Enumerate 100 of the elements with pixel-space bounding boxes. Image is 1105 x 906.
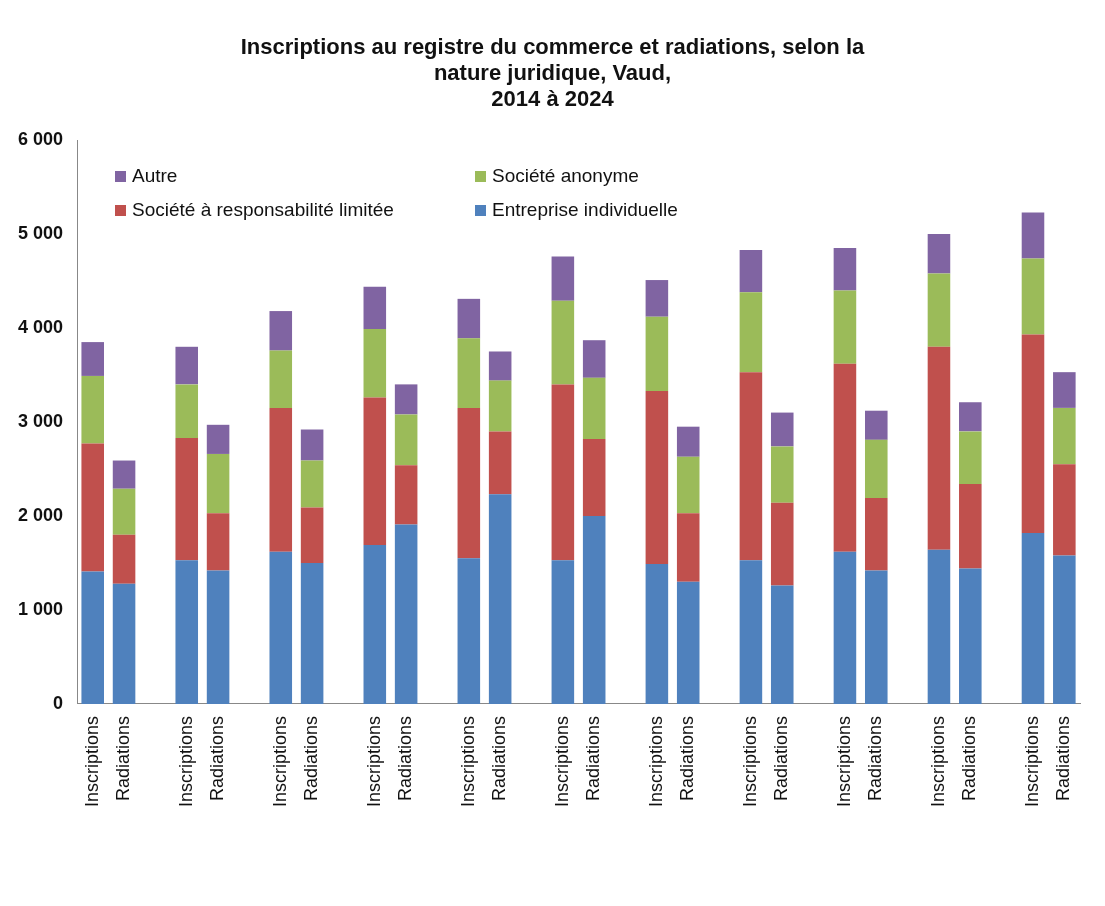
x-tick-label: Inscriptions <box>833 715 854 808</box>
x-tick-label: Inscriptions <box>363 715 384 808</box>
bar <box>1021 532 1045 704</box>
x-tick-label: Radiations <box>865 715 886 802</box>
bar <box>676 426 700 457</box>
bar <box>927 273 951 347</box>
x-tick-label: Radiations <box>771 715 792 802</box>
bar <box>645 316 669 391</box>
bar <box>457 558 481 704</box>
bar <box>551 256 575 301</box>
bar <box>206 570 230 704</box>
bar <box>959 402 982 432</box>
x-tick-label: Radiations <box>301 715 322 802</box>
bar <box>676 581 700 704</box>
legend-label: Autre <box>131 165 179 187</box>
bar <box>488 380 512 432</box>
bar <box>645 563 669 704</box>
bar <box>175 346 199 385</box>
bar <box>175 384 199 438</box>
bar <box>582 340 606 378</box>
bar <box>394 524 418 704</box>
x-tick-label: Inscriptions <box>739 715 760 808</box>
bar <box>175 560 199 704</box>
bar <box>676 456 700 514</box>
bar <box>81 375 104 444</box>
y-tick-label: 4 000 <box>18 316 64 337</box>
bar <box>770 502 794 586</box>
x-tick-label: Radiations <box>207 715 228 802</box>
bar <box>457 338 481 408</box>
bar <box>676 513 700 582</box>
legend-label: Société anonyme <box>491 165 640 187</box>
x-tick-label: Radiations <box>1053 715 1074 802</box>
bar <box>206 453 230 514</box>
bar <box>833 551 857 704</box>
bar <box>864 498 888 571</box>
bar <box>394 465 418 525</box>
bar <box>112 460 136 489</box>
bar <box>363 397 387 546</box>
bar <box>269 350 293 408</box>
bar <box>864 410 888 440</box>
y-tick-label: 2 000 <box>18 504 64 525</box>
bar <box>833 248 857 291</box>
bar <box>645 280 669 317</box>
bar <box>300 562 324 704</box>
bar <box>864 439 888 499</box>
x-tick-label: Radiations <box>583 715 604 802</box>
bar <box>488 351 512 381</box>
bar <box>488 431 512 495</box>
bar <box>269 311 293 351</box>
x-tick-label: Inscriptions <box>551 715 572 808</box>
bar <box>457 298 481 339</box>
bar <box>300 507 324 563</box>
bar <box>645 390 669 564</box>
bar <box>81 571 104 704</box>
bar <box>112 488 136 535</box>
bar <box>394 414 418 466</box>
bar <box>206 513 230 571</box>
y-tick-label: 0 <box>53 692 64 713</box>
x-tick-label: Radiations <box>395 715 416 802</box>
bar <box>363 286 387 329</box>
bar <box>551 560 575 704</box>
bar <box>927 233 951 274</box>
bar <box>833 363 857 552</box>
bar <box>363 545 387 704</box>
x-tick-label: Inscriptions <box>175 715 196 808</box>
bar <box>175 437 199 561</box>
bar <box>269 407 293 552</box>
bar <box>457 407 481 559</box>
bar <box>488 494 512 704</box>
x-tick-label: Radiations <box>113 715 134 802</box>
bar <box>363 328 387 398</box>
bar <box>864 570 888 704</box>
bar <box>739 249 763 293</box>
bar <box>739 292 763 373</box>
bar <box>81 443 104 572</box>
bar <box>300 460 324 508</box>
bar <box>959 484 982 569</box>
bar <box>551 384 575 561</box>
x-tick-label: Radiations <box>677 715 698 802</box>
bar <box>394 384 418 415</box>
bar <box>1021 212 1045 259</box>
x-tick-label: Inscriptions <box>457 715 478 808</box>
bar <box>959 431 982 485</box>
bar <box>739 560 763 704</box>
bar <box>1053 555 1076 704</box>
bar <box>269 551 293 704</box>
y-tick-label: 3 000 <box>18 410 64 431</box>
y-tick-label: 6 000 <box>18 128 64 149</box>
bar <box>959 568 982 704</box>
x-tick-label: Inscriptions <box>927 715 948 808</box>
bar <box>927 346 951 550</box>
bar <box>551 300 575 385</box>
bar <box>582 377 606 439</box>
bar <box>1021 258 1045 335</box>
bar <box>770 585 794 704</box>
bar <box>1021 334 1045 533</box>
chart-title: Inscriptions au registre du commerce et radiations, selon la nature juridique, Vaud, 2014 à 2024 <box>239 34 866 112</box>
bar <box>1053 464 1076 556</box>
bar <box>112 583 136 704</box>
bar <box>770 412 794 447</box>
